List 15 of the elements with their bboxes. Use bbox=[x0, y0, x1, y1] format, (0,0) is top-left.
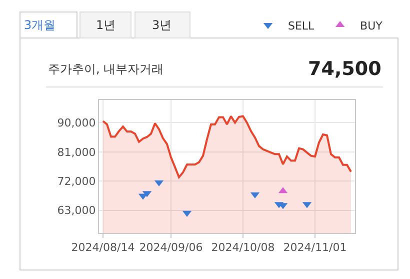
legend-label: SELL bbox=[288, 19, 316, 32]
x-tick-label: 2024/09/06 bbox=[139, 241, 203, 254]
text: 3년 bbox=[152, 18, 172, 32]
text: 1년 bbox=[96, 18, 116, 32]
x-tick-label: 2024/11/01 bbox=[283, 241, 347, 254]
x-tick-label: 2024/10/08 bbox=[211, 241, 275, 254]
y-tick-label: 63,000 bbox=[57, 204, 96, 218]
chart-subtitle: 74,500 bbox=[308, 58, 382, 80]
legend-label: BUY bbox=[360, 19, 383, 32]
text: 3개월 bbox=[24, 18, 56, 32]
y-tick-label: 81,000 bbox=[57, 146, 96, 159]
y-tick-label: 90,000 bbox=[57, 116, 96, 130]
y-tick-label: 72,000 bbox=[57, 174, 96, 188]
x-tick-label: 2024/08/14 bbox=[71, 241, 135, 254]
chart-title: 주가추이, 내부자거래 bbox=[48, 62, 164, 76]
